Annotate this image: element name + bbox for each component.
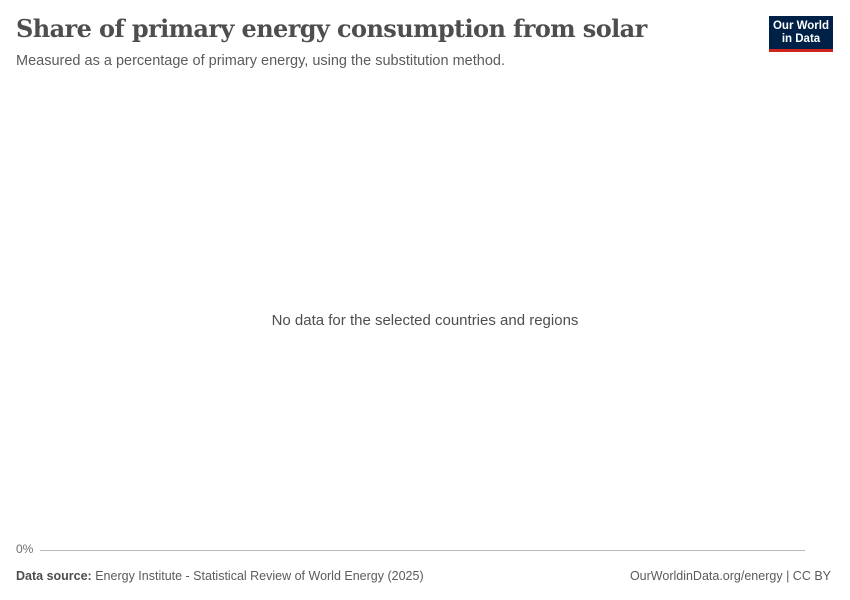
owid-logo[interactable]: Our World in Data: [769, 16, 833, 52]
source-text[interactable]: Energy Institute - Statistical Review of…: [95, 569, 424, 583]
y-tick-label: 0%: [16, 542, 34, 556]
separator: |: [786, 569, 790, 583]
chart-title: Share of primary energy consumption from…: [16, 14, 647, 43]
credit: OurWorldinData.org/energy | CC BY: [630, 569, 831, 583]
chart-subtitle: Measured as a percentage of primary ener…: [16, 53, 505, 69]
data-source: Data source: Energy Institute - Statisti…: [16, 569, 424, 583]
source-label: Data source:: [16, 569, 92, 583]
credit-link[interactable]: OurWorldinData.org/energy: [629, 569, 783, 583]
license-link[interactable]: CC BY: [792, 569, 831, 583]
no-data-message: No data for the selected countries and r…: [271, 312, 579, 329]
y-axis-baseline: [40, 550, 805, 551]
logo-line1: Our World: [772, 20, 829, 32]
logo-line2: in Data: [781, 33, 821, 45]
